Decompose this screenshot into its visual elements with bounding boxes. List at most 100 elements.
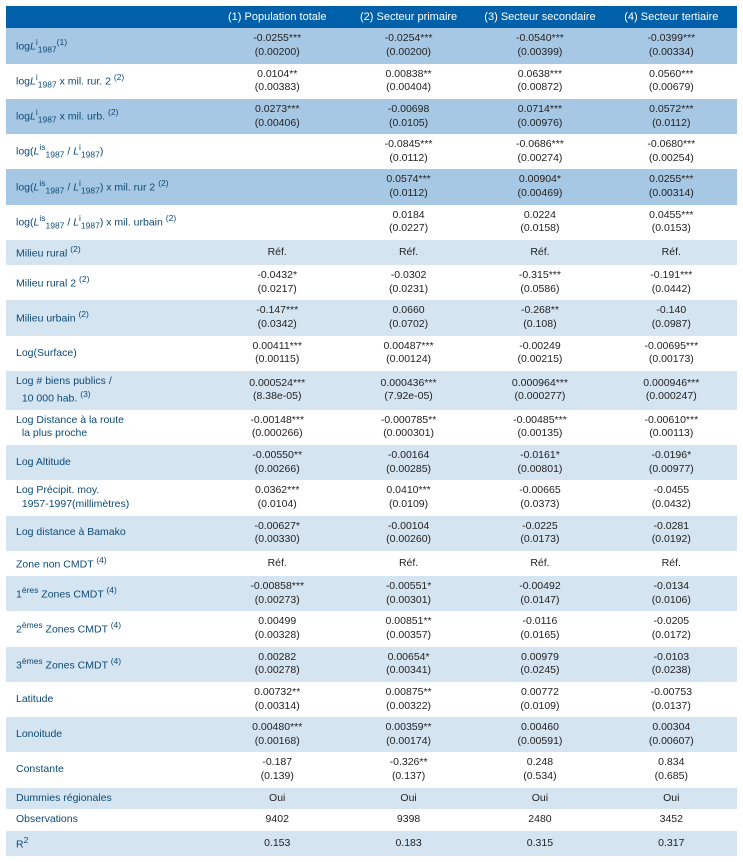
row-label: log(Lis1987 / Li1987) x mil. rur 2 (2) [6,169,212,204]
cell-value: -0.315***(0.0586) [474,265,605,300]
cell-value: 0.0104**(0.00383) [212,64,343,99]
cell-value: -0.00695***(0.00173) [606,336,737,371]
cell-value: 0.00732**(0.00314) [212,682,343,717]
col-1-num: (1) [228,11,241,23]
cell-value: 0.00875**(0.00322) [343,682,474,717]
cell-value: 0.317 [606,831,737,856]
cell-value: 0.00979(0.0245) [474,647,605,682]
col-3-header: (3) Secteur secondaire [474,6,605,28]
row-label: Log distance à Bamako [6,516,212,551]
regression-table: (1) Population totale (2) Secteur primai… [6,6,737,856]
cell-value: 0.000524***(8.38e-05) [212,371,343,410]
cell-value: 0.00499(0.00328) [212,611,343,646]
cell-value: -0.00610***(0.00113) [606,410,737,445]
cell-value: -0.0225(0.0173) [474,516,605,551]
cell-value: -0.00858***(0.00273) [212,576,343,611]
row-label: 2èmes Zones CMDT (4) [6,611,212,646]
table-row: Latitude0.00732**(0.00314)0.00875**(0.00… [6,682,737,717]
table-row: Log(Surface)0.00411***(0.00115)0.00487**… [6,336,737,371]
cell-value: -0.00104(0.00260) [343,516,474,551]
row-label: R2 [6,831,212,856]
row-label: 1ères Zones CMDT (4) [6,576,212,611]
header-row: (1) Population totale (2) Secteur primai… [6,6,737,28]
table-row: logLi1987(1)-0.0255***(0.00200)-0.0254**… [6,28,737,63]
cell-value: 0.00851**(0.00357) [343,611,474,646]
col-3-num: (3) [484,11,497,23]
row-label: logLi1987 x mil. rur. 2 (2) [6,64,212,99]
cell-value: 9398 [343,809,474,831]
cell-value: Réf. [474,240,605,265]
table-row: 2èmes Zones CMDT (4)0.00499(0.00328)0.00… [6,611,737,646]
cell-value: 0.0660(0.0702) [343,300,474,335]
table-row: R20.1530.1830.3150.317 [6,831,737,856]
cell-value: -0.140(0.0987) [606,300,737,335]
cell-value: 0.000946***(0.000247) [606,371,737,410]
row-label: Constante [6,752,212,787]
table-row: Log Précipit. moy. 1957-1997(millimètres… [6,480,737,515]
cell-value: 0.00460(0.00591) [474,717,605,752]
row-label: Log Altitude [6,445,212,480]
cell-value: -0.0103(0.0238) [606,647,737,682]
cell-value: 0.00838**(0.00404) [343,64,474,99]
cell-value: -0.187(0.139) [212,752,343,787]
row-label: Log # biens publics / 10 000 hab. (3) [6,371,212,410]
cell-value: 0.00282(0.00278) [212,647,343,682]
table-row: 3èmes Zones CMDT (4)0.00282(0.00278)0.00… [6,647,737,682]
cell-value: -0.0134(0.0106) [606,576,737,611]
cell-value: 0.000964***(0.000277) [474,371,605,410]
cell-value: 0.00772(0.0109) [474,682,605,717]
cell-value: 0.153 [212,831,343,856]
cell-value: 0.315 [474,831,605,856]
row-label: Zone non CMDT (4) [6,551,212,576]
col-4-label: Secteur tertiaire [641,11,719,23]
row-label: Milieu rural 2 (2) [6,265,212,300]
cell-value: Réf. [606,240,737,265]
cell-value: -0.00550**(0.00266) [212,445,343,480]
row-label: Lonoitude [6,717,212,752]
row-label: Log Précipit. moy. 1957-1997(millimètres… [6,480,212,515]
cell-value: -0.0205(0.0172) [606,611,737,646]
cell-value: -0.0845***(0.0112) [343,134,474,169]
table-row: logLi1987 x mil. rur. 2 (2)0.0104**(0.00… [6,64,737,99]
cell-value: 0.183 [343,831,474,856]
cell-value: -0.0196*(0.00977) [606,445,737,480]
cell-value: 0.0572***(0.0112) [606,99,737,134]
col-2-header: (2) Secteur primaire [343,6,474,28]
cell-value: -0.00485***(0.00135) [474,410,605,445]
table-row: Lonoitude0.00480***(0.00168)0.00359**(0.… [6,717,737,752]
cell-value: Réf. [212,551,343,576]
col-1-label: Population totale [245,11,327,23]
table-row: Milieu rural 2 (2)-0.0432*(0.0217)-0.030… [6,265,737,300]
table-body: logLi1987(1)-0.0255***(0.00200)-0.0254**… [6,28,737,856]
cell-value: -0.00753(0.0137) [606,682,737,717]
cell-value: 0.0574***(0.0112) [343,169,474,204]
cell-value [212,205,343,240]
cell-value: -0.147***(0.0342) [212,300,343,335]
cell-value: 0.00904*(0.00469) [474,169,605,204]
table-row: Zone non CMDT (4)Réf.Réf.Réf.Réf. [6,551,737,576]
cell-value: Oui [474,788,605,810]
cell-value: -0.00148***(0.000266) [212,410,343,445]
cell-value: 0.0455***(0.0153) [606,205,737,240]
cell-value: -0.0302(0.0231) [343,265,474,300]
row-label: Log(Surface) [6,336,212,371]
cell-value: Oui [343,788,474,810]
cell-value: 0.00411***(0.00115) [212,336,343,371]
table-row: logLi1987 x mil. urb. (2)0.0273***(0.004… [6,99,737,134]
cell-value: Réf. [606,551,737,576]
col-2-label: Secteur primaire [376,11,457,23]
cell-value: 0.0255***(0.00314) [606,169,737,204]
cell-value: 9402 [212,809,343,831]
col-4-num: (4) [624,11,637,23]
cell-value: -0.000785**(0.000301) [343,410,474,445]
table-row: Dummies régionalesOuiOuiOuiOui [6,788,737,810]
cell-value: Réf. [343,240,474,265]
cell-value: -0.0680***(0.00254) [606,134,737,169]
table-row: Milieu urbain (2)-0.147***(0.0342)0.0660… [6,300,737,335]
col-4-header: (4) Secteur tertiaire [606,6,737,28]
cell-value: -0.00164(0.00285) [343,445,474,480]
row-label: log(Lis1987 / Li1987) [6,134,212,169]
cell-value: -0.0686***(0.00274) [474,134,605,169]
cell-value: Réf. [212,240,343,265]
cell-value: -0.0255***(0.00200) [212,28,343,63]
